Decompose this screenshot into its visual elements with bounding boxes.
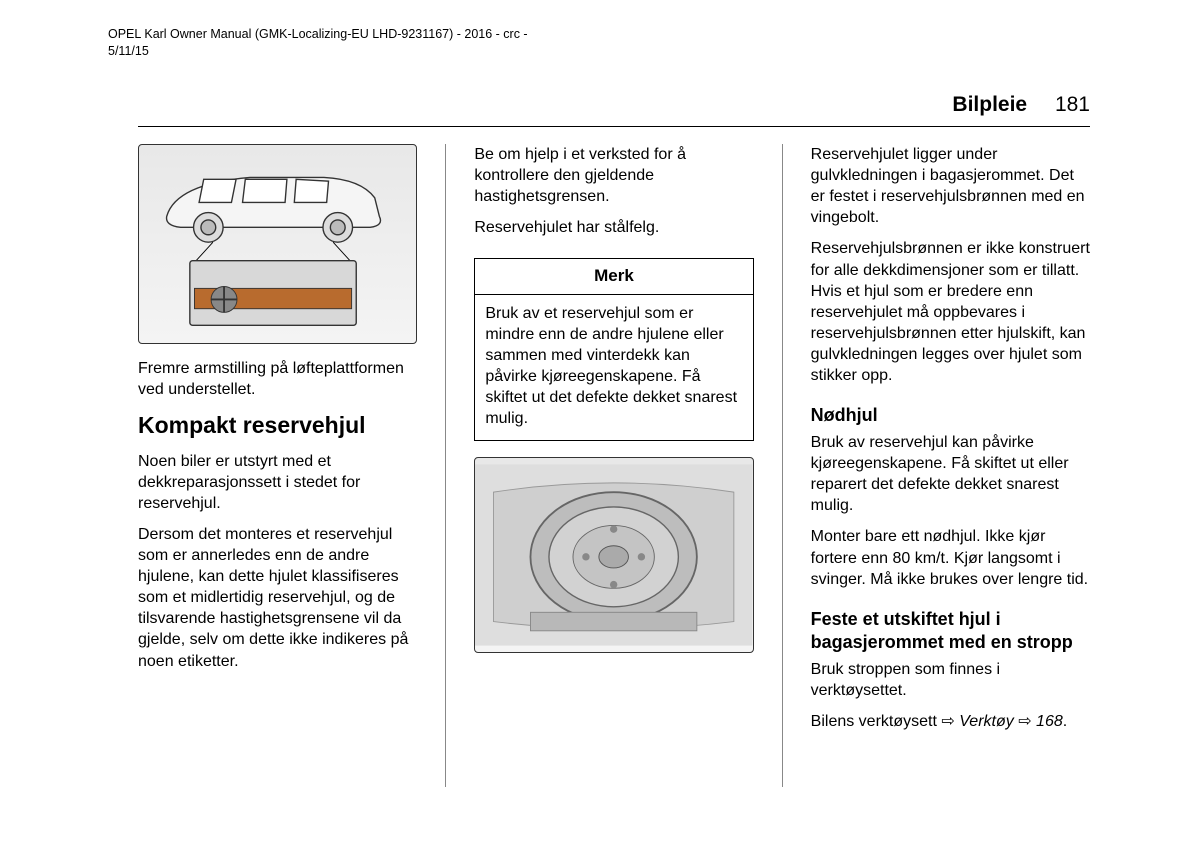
spare-wheel-illustration — [474, 457, 753, 653]
paragraph: Bruk stroppen som finnes i verktøysettet… — [811, 659, 1090, 701]
heading-kompakt-reservehjul: Kompakt reservehjul — [138, 410, 417, 440]
xref-arrow-icon: ⇨ — [941, 713, 959, 730]
paragraph: Reservehjulet har stålfelg. — [474, 217, 753, 238]
heading-feste-hjul: Feste et utskiftet hjul i bagasjerommet … — [811, 608, 1090, 656]
paragraph: Dersom det monteres et reservehjul som e… — [138, 524, 417, 672]
meta-line-1: OPEL Karl Owner Manual (GMK-Localizing-E… — [108, 26, 528, 43]
header-metadata: OPEL Karl Owner Manual (GMK-Localizing-E… — [108, 26, 528, 60]
paragraph: Reservehjulet ligger under gulvkledninge… — [811, 144, 1090, 228]
header-rule — [138, 126, 1090, 127]
xref-arrow-icon: ⇨ — [1014, 713, 1036, 730]
paragraph: Bruk av reservehjul kan påvirke kjøreege… — [811, 432, 1090, 516]
heading-nodhjul: Nødhjul — [811, 404, 1090, 428]
meta-line-2: 5/11/15 — [108, 43, 528, 60]
column-divider — [445, 144, 446, 787]
column-divider — [782, 144, 783, 787]
xref-page: 168 — [1036, 713, 1063, 730]
page-number: 181 — [1055, 93, 1090, 116]
paragraph: Noen biler er utstyrt med et dekkreparas… — [138, 451, 417, 514]
paragraph: Monter bare ett nødhjul. Ikke kjør forte… — [811, 526, 1090, 589]
car-jack-illustration — [138, 144, 417, 344]
page-header: Bilpleie 181 — [952, 93, 1090, 117]
column-3: Reservehjulet ligger under gulvkledninge… — [811, 144, 1090, 787]
section-title: Bilpleie — [952, 93, 1027, 116]
paragraph: Reservehjulsbrønnen er ikke konstruert f… — [811, 238, 1090, 386]
note-title: Merk — [475, 259, 752, 294]
illustration-caption: Fremre armstilling på løfteplattformen v… — [138, 358, 417, 400]
xref-label: Verktøy — [959, 713, 1014, 730]
column-1: Fremre armstilling på løfteplattformen v… — [138, 144, 417, 787]
note-box: Merk Bruk av et reservehjul som er mindr… — [474, 258, 753, 440]
xref-prefix: Bilens verktøysett — [811, 713, 942, 730]
paragraph: Be om hjelp i et verksted for å kontroll… — [474, 144, 753, 207]
note-body: Bruk av et reservehjul som er mindre enn… — [475, 295, 752, 440]
column-2: Be om hjelp i et verksted for å kontroll… — [474, 144, 753, 787]
paragraph-xref: Bilens verktøysett ⇨ Verktøy ⇨ 168. — [811, 711, 1090, 732]
content-columns: Fremre armstilling på løfteplattformen v… — [138, 144, 1090, 787]
